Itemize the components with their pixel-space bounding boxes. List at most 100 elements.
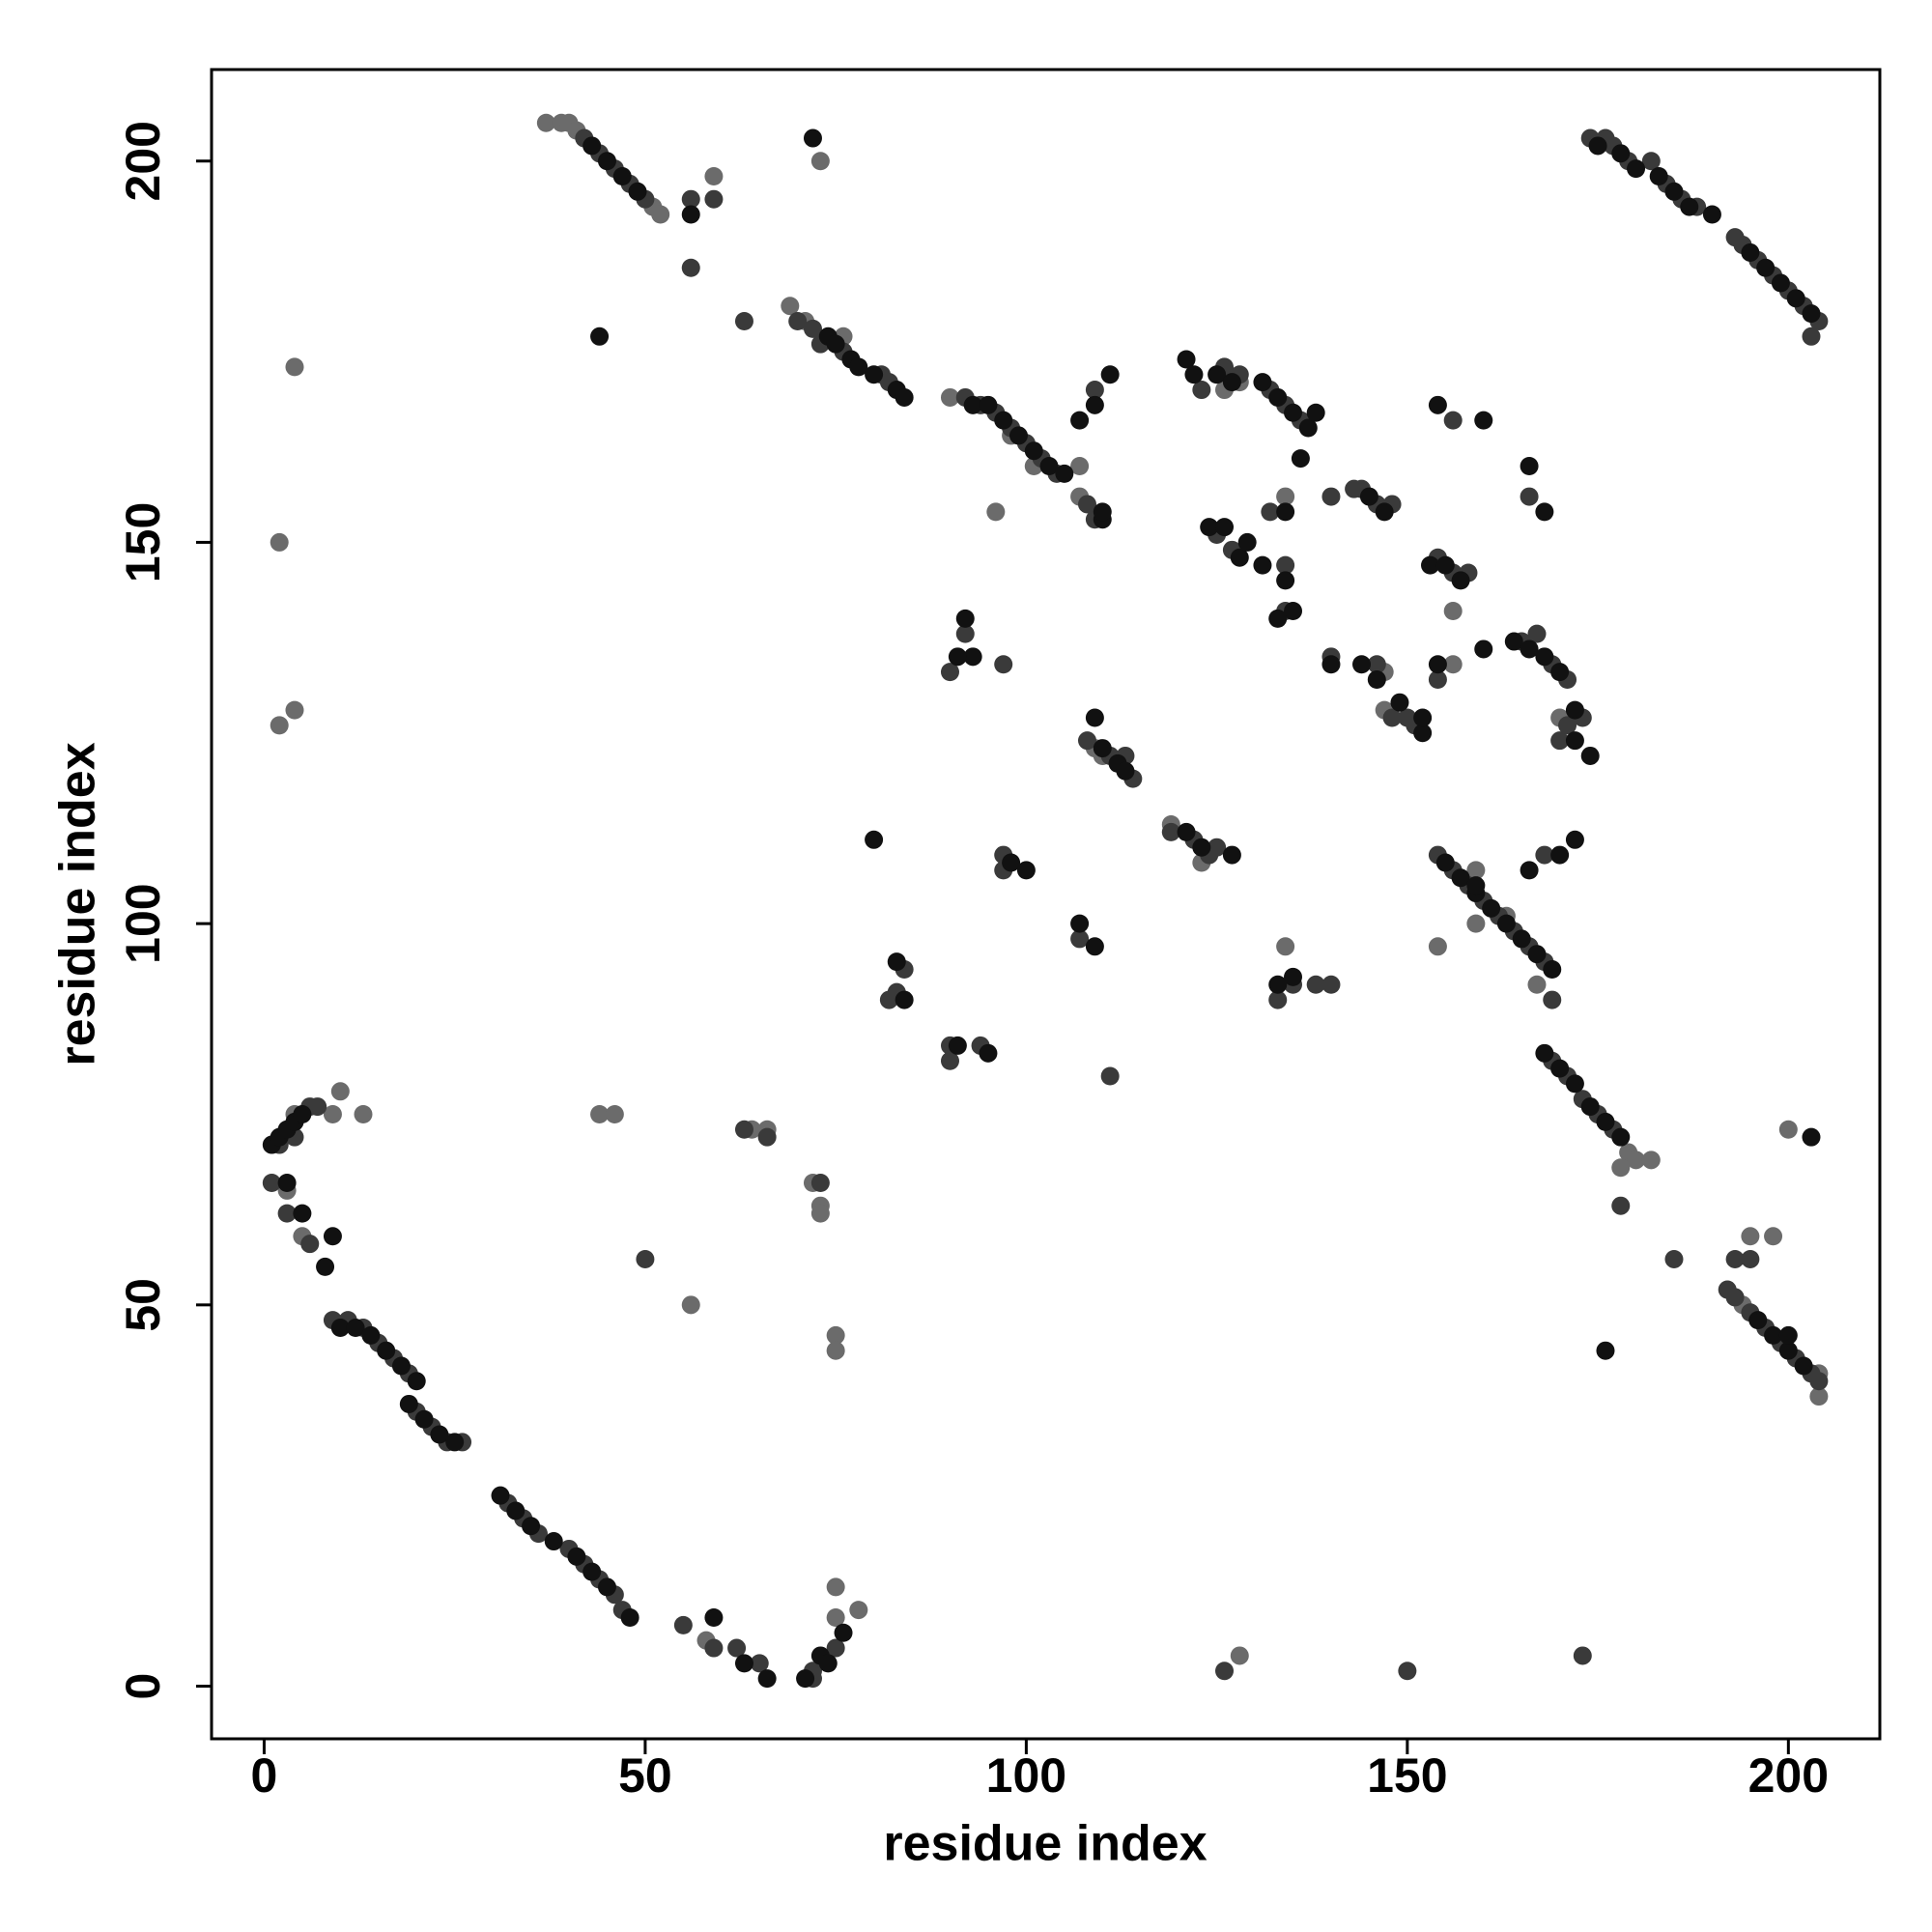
- point: [1596, 1341, 1615, 1360]
- point: [1024, 441, 1043, 461]
- point: [1611, 1196, 1631, 1215]
- point: [1085, 708, 1104, 727]
- point: [849, 1601, 868, 1620]
- point: [1306, 403, 1325, 422]
- point: [994, 655, 1013, 674]
- point: [1184, 365, 1204, 384]
- point: [1580, 1097, 1600, 1117]
- point: [1237, 532, 1257, 552]
- point: [285, 357, 304, 377]
- point: [1802, 327, 1821, 346]
- point: [1070, 929, 1090, 949]
- point: [810, 152, 830, 171]
- point: [1680, 197, 1699, 216]
- point: [1291, 449, 1310, 469]
- point: [826, 1607, 845, 1627]
- point: [270, 532, 289, 552]
- point: [757, 1669, 777, 1689]
- point: [979, 395, 998, 414]
- point: [1535, 845, 1554, 865]
- point: [391, 1356, 411, 1376]
- point: [834, 1623, 853, 1642]
- point: [1085, 395, 1104, 414]
- point: [1573, 1646, 1592, 1665]
- x-tick-label: 200: [1748, 1748, 1829, 1803]
- point: [1268, 609, 1288, 628]
- point: [1565, 1074, 1584, 1094]
- point: [1398, 1662, 1417, 1681]
- point: [1215, 1662, 1235, 1681]
- point: [1664, 1249, 1684, 1268]
- point: [1443, 601, 1463, 620]
- point: [963, 647, 982, 667]
- point: [1565, 700, 1584, 720]
- point: [1367, 670, 1386, 690]
- point: [597, 152, 616, 171]
- point: [1116, 761, 1135, 781]
- point: [1253, 373, 1272, 392]
- point: [582, 136, 602, 156]
- point: [704, 167, 724, 186]
- point: [1771, 273, 1790, 293]
- point: [1596, 1112, 1615, 1131]
- point: [1161, 822, 1180, 841]
- point: [377, 1341, 396, 1360]
- y-tick-label: 50: [116, 1278, 170, 1332]
- point: [1306, 975, 1325, 994]
- point: [399, 1394, 418, 1413]
- point: [522, 1517, 541, 1536]
- point: [1284, 403, 1303, 422]
- point: [1276, 487, 1295, 506]
- point: [1451, 868, 1470, 888]
- point: [1009, 426, 1028, 445]
- point: [1085, 937, 1104, 956]
- point: [788, 312, 808, 331]
- point: [1741, 242, 1760, 262]
- point: [300, 1235, 320, 1254]
- point: [948, 647, 967, 667]
- point: [1550, 1059, 1570, 1078]
- point: [1428, 655, 1447, 674]
- point: [590, 1104, 610, 1123]
- point: [1527, 945, 1547, 964]
- point: [293, 1204, 312, 1223]
- point: [1778, 1325, 1798, 1345]
- point: [1588, 136, 1607, 156]
- point: [1550, 663, 1570, 682]
- point: [1504, 632, 1523, 651]
- point: [1002, 853, 1021, 872]
- point: [887, 952, 906, 972]
- point: [430, 1425, 449, 1444]
- point: [1208, 838, 1227, 857]
- point: [1778, 1341, 1798, 1360]
- point: [1641, 1151, 1661, 1170]
- point: [1070, 456, 1090, 475]
- point: [849, 357, 868, 377]
- point: [818, 1654, 838, 1673]
- point: [1077, 495, 1096, 514]
- point: [567, 1547, 586, 1566]
- point: [270, 716, 289, 735]
- point: [1512, 929, 1531, 949]
- point: [1276, 502, 1295, 522]
- point: [963, 395, 982, 414]
- point: [651, 205, 670, 224]
- point: [330, 1082, 350, 1101]
- point: [1253, 555, 1272, 575]
- point: [727, 1638, 747, 1658]
- point: [1413, 724, 1433, 743]
- point: [1802, 304, 1821, 324]
- x-tick-label: 100: [986, 1748, 1066, 1803]
- point: [1649, 167, 1668, 186]
- point: [986, 502, 1006, 522]
- point: [1055, 464, 1074, 483]
- point: [1208, 365, 1227, 384]
- point: [1321, 487, 1341, 506]
- x-axis-title: residue index: [883, 1816, 1207, 1872]
- point: [734, 312, 753, 331]
- point: [1428, 937, 1447, 956]
- point: [330, 1319, 350, 1338]
- point: [1794, 1356, 1813, 1376]
- point: [1276, 937, 1295, 956]
